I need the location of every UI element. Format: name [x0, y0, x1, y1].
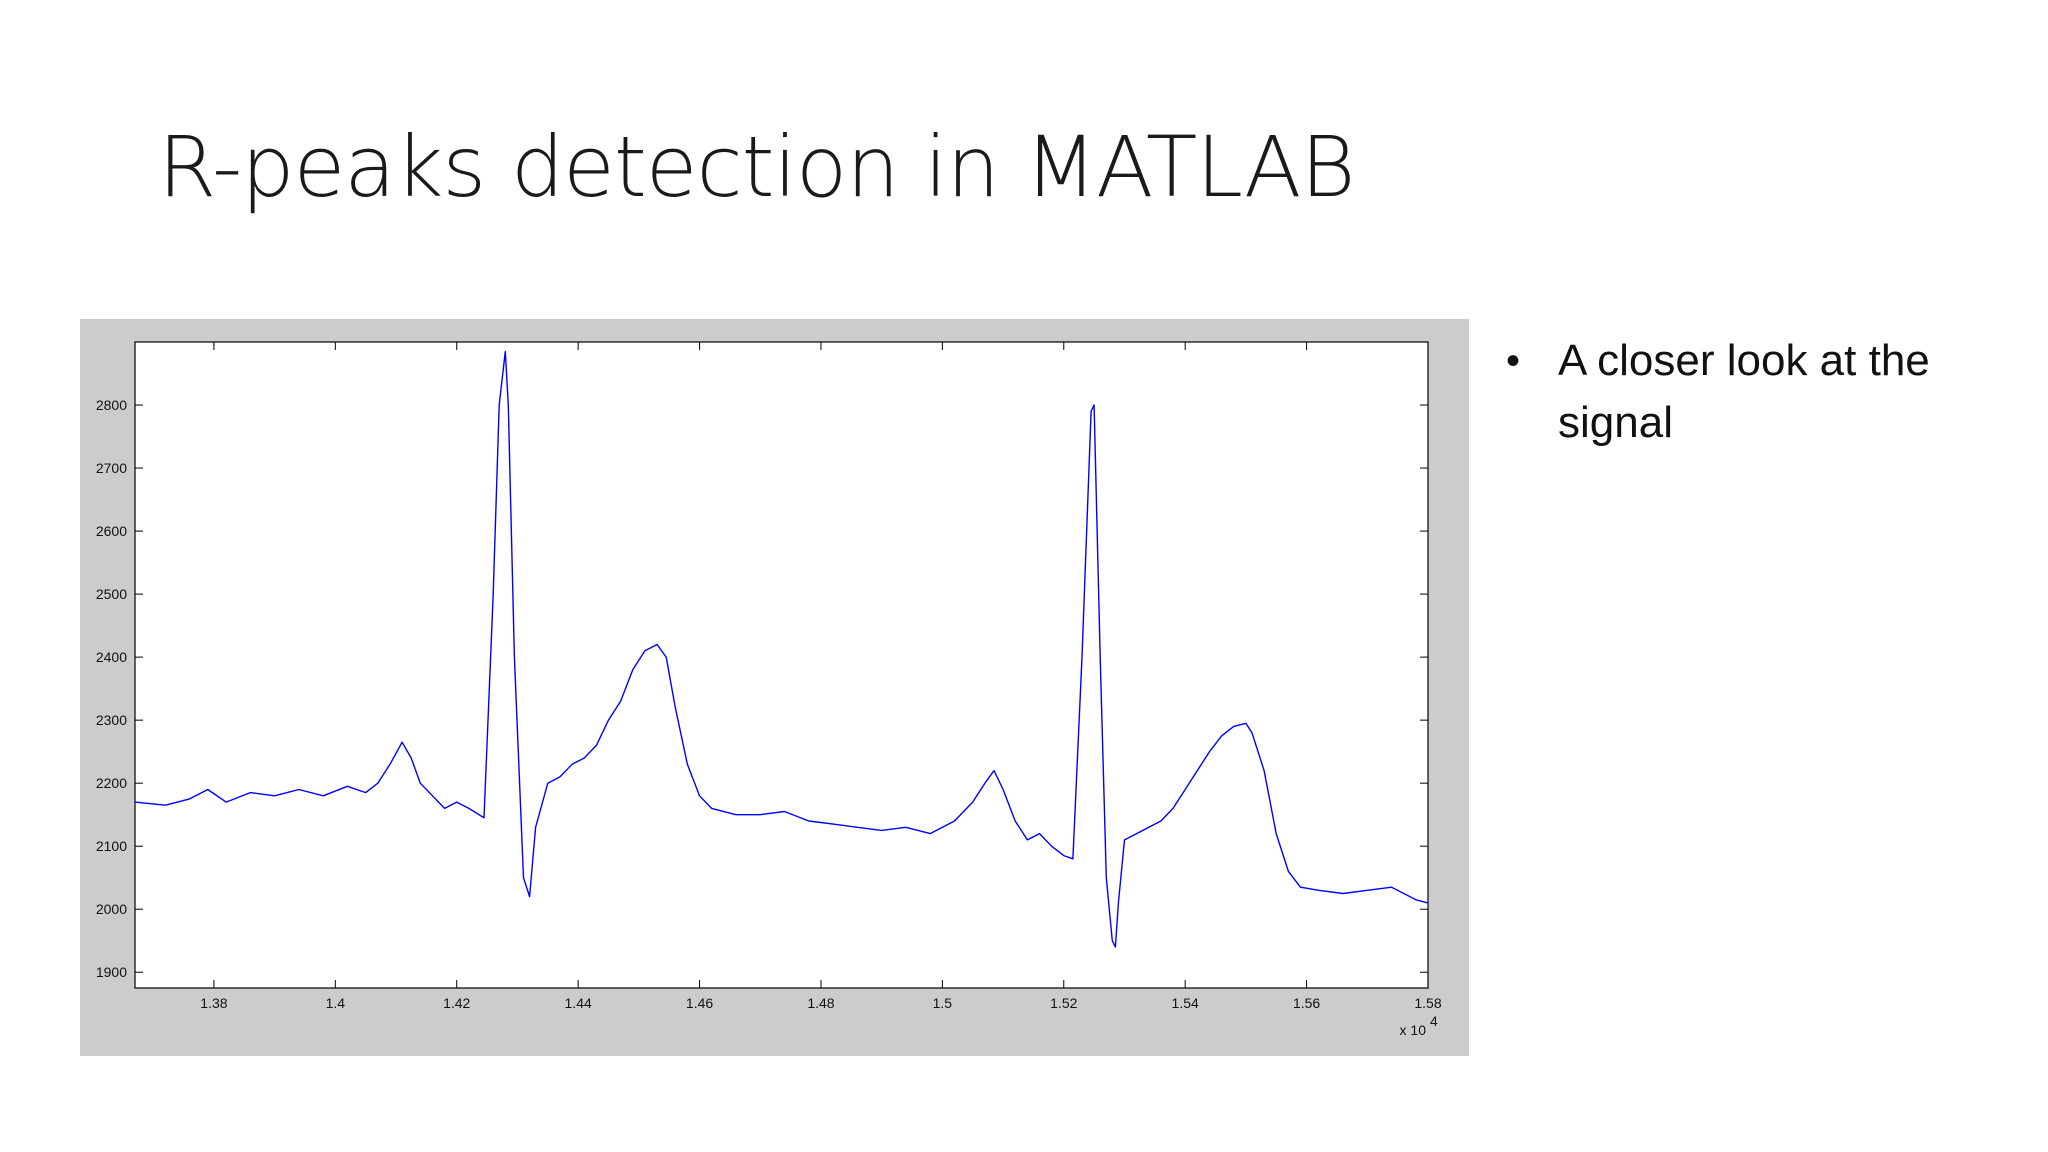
y-tick-label: 2300	[96, 712, 127, 728]
x-tick-label: 1.52	[1050, 995, 1077, 1011]
x-tick-label: 1.54	[1172, 995, 1199, 1011]
y-tick-label: 1900	[96, 964, 127, 980]
series-line	[134, 350, 1429, 948]
matlab-figure-panel: 1900 2000 2100 2200 2300 2400 2500 2600 2700 2800…	[80, 319, 1469, 1056]
y-tick-label: 2100	[96, 838, 127, 854]
x-tick-label: 1.4	[326, 995, 346, 1011]
x-exponent-label: x 10	[1400, 1022, 1427, 1038]
bullet-text: A closer look at the signal	[1558, 336, 1930, 447]
y-tick-label: 2200	[96, 775, 127, 791]
bullet-dot-icon: •	[1506, 339, 1521, 383]
y-tick-label: 2500	[96, 586, 127, 602]
x-tick-label: 1.5	[933, 995, 953, 1011]
x-tick-label: 1.44	[565, 995, 592, 1011]
x-tick-label: 1.58	[1414, 995, 1441, 1011]
x-tick-label: 1.48	[807, 995, 834, 1011]
x-exponent-power: 4	[1430, 1013, 1438, 1029]
y-tick-label: 2000	[96, 901, 127, 917]
x-tick-label: 1.46	[686, 995, 713, 1011]
x-tick-label: 1.42	[443, 995, 470, 1011]
x-tick-label: 1.56	[1293, 995, 1320, 1011]
y-tick-label: 2700	[96, 460, 127, 476]
ecg-line-chart: 1900 2000 2100 2200 2300 2400 2500 2600 2700 2800…	[96, 341, 1442, 1038]
y-tick-label: 2800	[96, 397, 127, 413]
y-tick-label: 2400	[96, 649, 127, 665]
x-tick-label: 1.38	[200, 995, 227, 1011]
bullet-item: • A closer look at the signal	[1500, 330, 2020, 454]
bullet-list: • A closer look at the signal	[1500, 330, 2020, 454]
slide-title: R-peaks detection in MATLAB	[158, 118, 1355, 216]
plot-area	[134, 341, 1429, 989]
y-tick-label: 2600	[96, 523, 127, 539]
